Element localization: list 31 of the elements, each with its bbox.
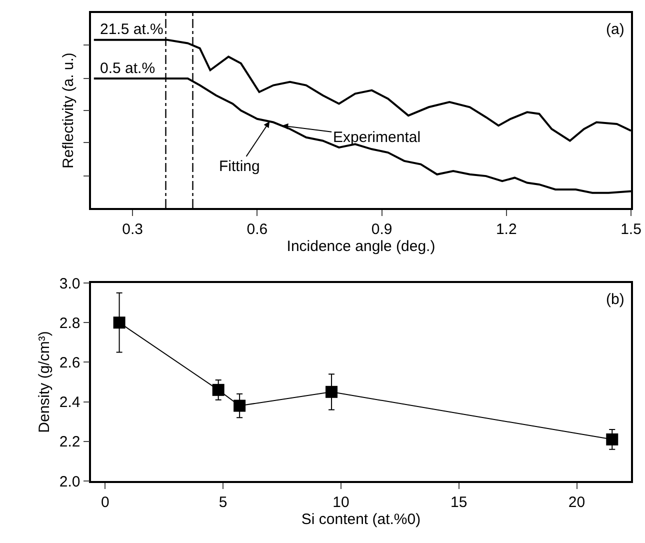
x-tick-label: 0.6 (246, 220, 268, 238)
x-tick-label: 20 (568, 494, 586, 511)
x-tick-label: 0 (100, 494, 110, 511)
x-axis-title: Si content (at.%0) (301, 510, 421, 528)
point (113, 316, 126, 329)
y-tick-label: 3.0 (59, 275, 80, 292)
x-tick-label: 0.9 (371, 220, 392, 238)
y-axis-title: Density (g/cm³) (36, 331, 54, 433)
point (606, 433, 618, 446)
x-tick-label: 1.2 (496, 220, 517, 238)
series-label: 21.5 at.% (100, 21, 164, 38)
point (212, 384, 224, 396)
x-axis-title: Incidence angle (deg.) (286, 238, 436, 255)
annotation: (b) (606, 291, 624, 308)
text: (a) (606, 21, 624, 38)
annotation: Experimental (333, 129, 421, 146)
y-tick-label: 2.6 (59, 354, 80, 372)
y-tick-label: 2.0 (59, 473, 80, 490)
x-tick-label: 5 (218, 494, 228, 511)
x-tick-label: 1.5 (620, 220, 642, 238)
y-tick-label: 2.2 (59, 434, 80, 451)
point (234, 400, 246, 412)
y-tick-label: 2.8 (59, 314, 80, 332)
series-label: 0.5 at.% (100, 60, 156, 77)
point (326, 386, 338, 398)
x-tick-label: 15 (450, 494, 468, 511)
x-tick-label: 0.3 (122, 220, 143, 238)
annotation: Fitting (219, 158, 260, 175)
y-axis-title: Reflectivity (a. u.) (60, 52, 77, 168)
y-tick-label: 2.4 (59, 394, 80, 412)
x-tick-label: 10 (332, 494, 350, 511)
